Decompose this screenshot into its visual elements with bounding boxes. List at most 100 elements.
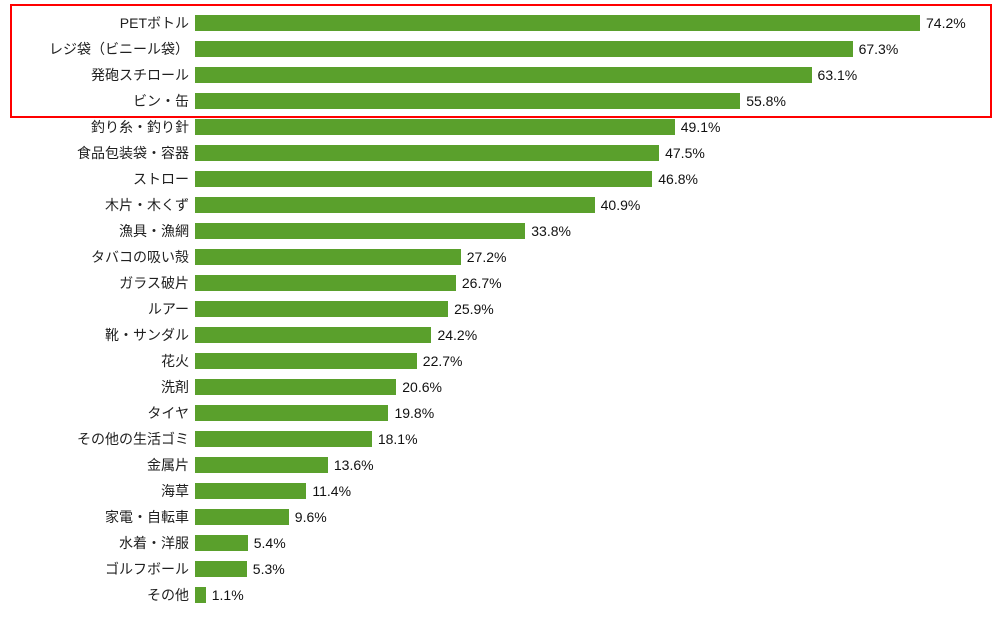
bar-value: 18.1% <box>378 431 418 447</box>
bar-label: タバコの吸い殻 <box>0 247 195 267</box>
bar-track: 63.1% <box>195 62 1000 88</box>
bar-value: 63.1% <box>818 67 858 83</box>
bar-value: 5.3% <box>253 561 285 577</box>
bar-value: 13.6% <box>334 457 374 473</box>
bar-value: 47.5% <box>665 145 705 161</box>
bar-value: 49.1% <box>681 119 721 135</box>
bar-label: タイヤ <box>0 403 195 423</box>
bar-fill <box>195 561 247 577</box>
bar-row: タバコの吸い殻 27.2% <box>0 244 1000 270</box>
bar-fill <box>195 353 417 369</box>
bar-track: 27.2% <box>195 244 1000 270</box>
bar-track: 18.1% <box>195 426 1000 452</box>
bar-label: 漁具・漁網 <box>0 221 195 241</box>
bar-value: 25.9% <box>454 301 494 317</box>
bar-fill <box>195 327 431 343</box>
bar-label: レジ袋（ビニール袋） <box>0 39 195 59</box>
bar-value: 1.1% <box>212 587 244 603</box>
bar-value: 26.7% <box>462 275 502 291</box>
bar-value: 20.6% <box>402 379 442 395</box>
bar-fill <box>195 41 853 57</box>
bar-label: その他の生活ゴミ <box>0 429 195 449</box>
bar-row: 釣り糸・釣り針 49.1% <box>0 114 1000 140</box>
bar-row: 金属片 13.6% <box>0 452 1000 478</box>
bar-row: PETボトル74.2% <box>0 10 1000 36</box>
bar-label: 靴・サンダル <box>0 325 195 345</box>
bar-label: ビン・缶 <box>0 91 195 111</box>
bar-fill <box>195 171 652 187</box>
bar-row: 海草11.4% <box>0 478 1000 504</box>
bar-row: ビン・缶 55.8% <box>0 88 1000 114</box>
bar-track: 33.8% <box>195 218 1000 244</box>
bar-value: 24.2% <box>437 327 477 343</box>
bar-row: 漁具・漁網 33.8% <box>0 218 1000 244</box>
bar-row: 花火22.7% <box>0 348 1000 374</box>
bar-value: 55.8% <box>746 93 786 109</box>
bar-fill <box>195 275 456 291</box>
bar-value: 27.2% <box>467 249 507 265</box>
bar-row: 家電・自転車 9.6% <box>0 504 1000 530</box>
bar-value: 19.8% <box>394 405 434 421</box>
bar-value: 40.9% <box>601 197 641 213</box>
bar-value: 9.6% <box>295 509 327 525</box>
bar-label: 水着・洋服 <box>0 533 195 553</box>
bar-row: 水着・洋服 5.4% <box>0 530 1000 556</box>
bar-row: 靴・サンダル 24.2% <box>0 322 1000 348</box>
bar-row: ガラス破片 26.7% <box>0 270 1000 296</box>
bar-fill <box>195 301 448 317</box>
bar-fill <box>195 119 675 135</box>
bar-row: 木片・木くず 40.9% <box>0 192 1000 218</box>
bar-label: 海草 <box>0 481 195 501</box>
bar-track: 24.2% <box>195 322 1000 348</box>
bar-track: 19.8% <box>195 400 1000 426</box>
bar-row: ゴルフボール 5.3% <box>0 556 1000 582</box>
bar-fill <box>195 509 289 525</box>
bar-value: 46.8% <box>658 171 698 187</box>
bar-label: 木片・木くず <box>0 195 195 215</box>
bar-track: 26.7% <box>195 270 1000 296</box>
bar-track: 55.8% <box>195 88 1000 114</box>
bar-track: 20.6% <box>195 374 1000 400</box>
bar-label: 食品包装袋・容器 <box>0 143 195 163</box>
bar-value: 33.8% <box>531 223 571 239</box>
bar-fill <box>195 15 920 31</box>
bar-fill <box>195 457 328 473</box>
bar-track: 49.1% <box>195 114 1000 140</box>
bar-label: 家電・自転車 <box>0 507 195 527</box>
bar-fill <box>195 431 372 447</box>
horizontal-bar-chart: PETボトル74.2% レジ袋（ビニール袋） 67.3% 発砲スチロール 63.1% ビン… <box>0 10 1000 608</box>
bar-row: タイヤ 19.8% <box>0 400 1000 426</box>
bar-label: ストロー <box>0 169 195 189</box>
bar-fill <box>195 535 248 551</box>
bar-track: 9.6% <box>195 504 1000 530</box>
bar-label: 釣り糸・釣り針 <box>0 117 195 137</box>
bar-label: 洗剤 <box>0 377 195 397</box>
bar-label: 金属片 <box>0 455 195 475</box>
bar-fill <box>195 249 461 265</box>
bar-track: 1.1% <box>195 582 1000 608</box>
bar-track: 47.5% <box>195 140 1000 166</box>
bar-label: ルアー <box>0 299 195 319</box>
bar-value: 5.4% <box>254 535 286 551</box>
bar-label: ゴルフボール <box>0 559 195 579</box>
bar-row: 発砲スチロール 63.1% <box>0 62 1000 88</box>
bar-fill <box>195 145 659 161</box>
bar-label: ガラス破片 <box>0 273 195 293</box>
bar-fill <box>195 379 396 395</box>
bar-fill <box>195 93 740 109</box>
bar-track: 13.6% <box>195 452 1000 478</box>
bar-value: 74.2% <box>926 15 966 31</box>
bar-label: 発砲スチロール <box>0 65 195 85</box>
bar-row: 洗剤 20.6% <box>0 374 1000 400</box>
bar-row: ルアー 25.9% <box>0 296 1000 322</box>
bar-track: 5.3% <box>195 556 1000 582</box>
bar-row: その他 1.1% <box>0 582 1000 608</box>
bar-row: 食品包装袋・容器 47.5% <box>0 140 1000 166</box>
bar-row: レジ袋（ビニール袋） 67.3% <box>0 36 1000 62</box>
bar-label: その他 <box>0 585 195 605</box>
bar-value: 22.7% <box>423 353 463 369</box>
bar-fill <box>195 587 206 603</box>
bar-track: 67.3% <box>195 36 1000 62</box>
bar-value: 67.3% <box>859 41 899 57</box>
bar-row: ストロー 46.8% <box>0 166 1000 192</box>
